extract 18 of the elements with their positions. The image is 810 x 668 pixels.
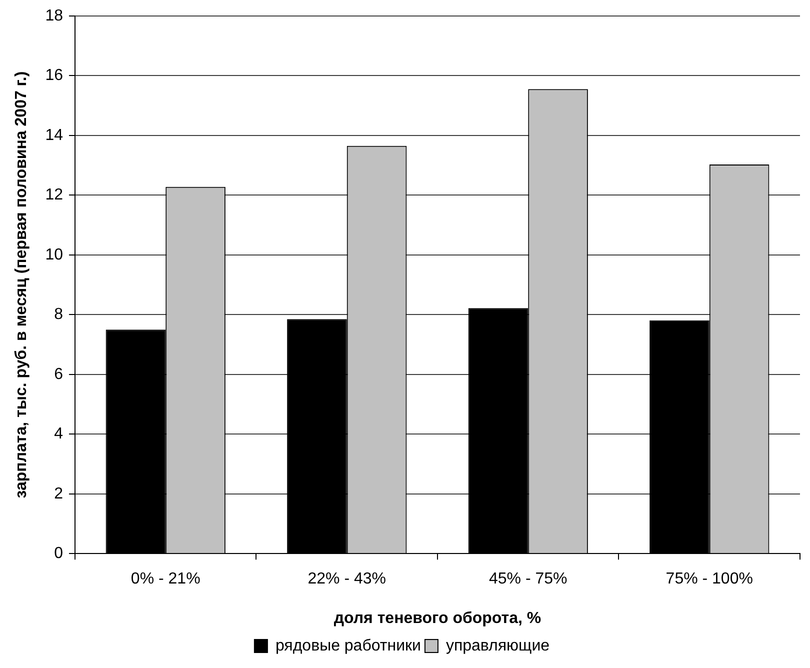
y-tick-label: 8 — [54, 306, 64, 324]
y-tick-label: 18 — [45, 7, 64, 24]
y-tick-label: 6 — [54, 366, 64, 383]
x-tick-label: 75% - 100% — [666, 570, 753, 588]
y-axis-title: зарплата, тыс. руб. в месяц (первая половина 2007 г.) — [13, 71, 30, 498]
y-tick-label: 0 — [54, 545, 64, 562]
x-tick-label: 0% - 21% — [130, 570, 200, 588]
y-tick-label: 10 — [45, 246, 64, 264]
x-tick-label: 45% - 75% — [488, 570, 568, 588]
x-tick-label: 22% - 43% — [308, 570, 386, 588]
y-tick-label: 12 — [45, 186, 64, 204]
y-tick-label: 16 — [45, 67, 64, 84]
legend-label: рядовые работники — [275, 637, 421, 654]
x-axis-title: доля теневого оборота, % — [334, 610, 542, 627]
y-tick-label: 14 — [45, 126, 64, 144]
legend-label: управляющие — [446, 637, 550, 654]
y-tick-label: 4 — [54, 426, 64, 443]
y-tick-label: 2 — [54, 485, 64, 502]
